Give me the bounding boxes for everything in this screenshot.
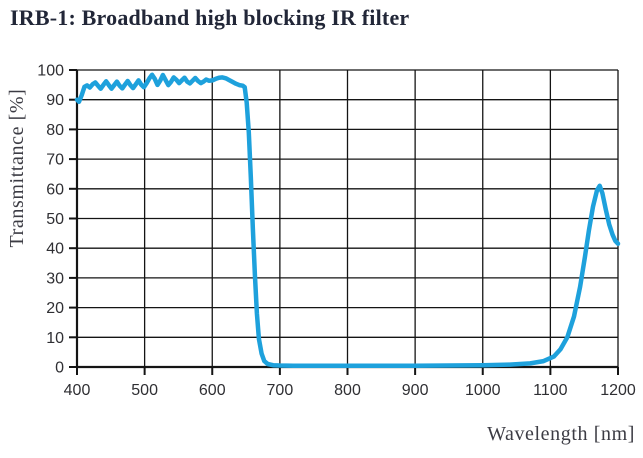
x-tick-label: 400	[64, 382, 91, 399]
y-tick-label: 70	[46, 152, 64, 169]
y-tick-label: 50	[46, 211, 64, 228]
x-tick-label: 500	[131, 382, 158, 399]
y-tick-label: 40	[46, 241, 64, 258]
x-tick-label: 700	[267, 382, 294, 399]
x-tick-label: 1000	[465, 382, 501, 399]
x-tick-label: 600	[199, 382, 226, 399]
page-title: IRB-1: Broadband high blocking IR filter	[10, 5, 410, 30]
x-tick-label: 800	[334, 382, 361, 399]
y-tick-label: 80	[46, 122, 64, 139]
x-tick-label: 900	[402, 382, 429, 399]
y-tick-label: 0	[55, 360, 64, 377]
y-tick-label: 20	[46, 300, 64, 317]
y-tick-label: 60	[46, 181, 64, 198]
y-tick-label: 30	[46, 270, 64, 287]
y-axis-title: Transmittance [%]	[6, 88, 28, 248]
y-tick-label: 100	[37, 63, 64, 80]
x-tick-label: 1100	[533, 382, 568, 399]
x-axis-title: Wavelength [nm]	[487, 423, 635, 445]
y-tick-label: 10	[46, 330, 64, 347]
x-tick-label: 1200	[600, 382, 636, 399]
transmittance-curve	[74, 72, 621, 369]
y-tick-label: 90	[46, 92, 64, 109]
